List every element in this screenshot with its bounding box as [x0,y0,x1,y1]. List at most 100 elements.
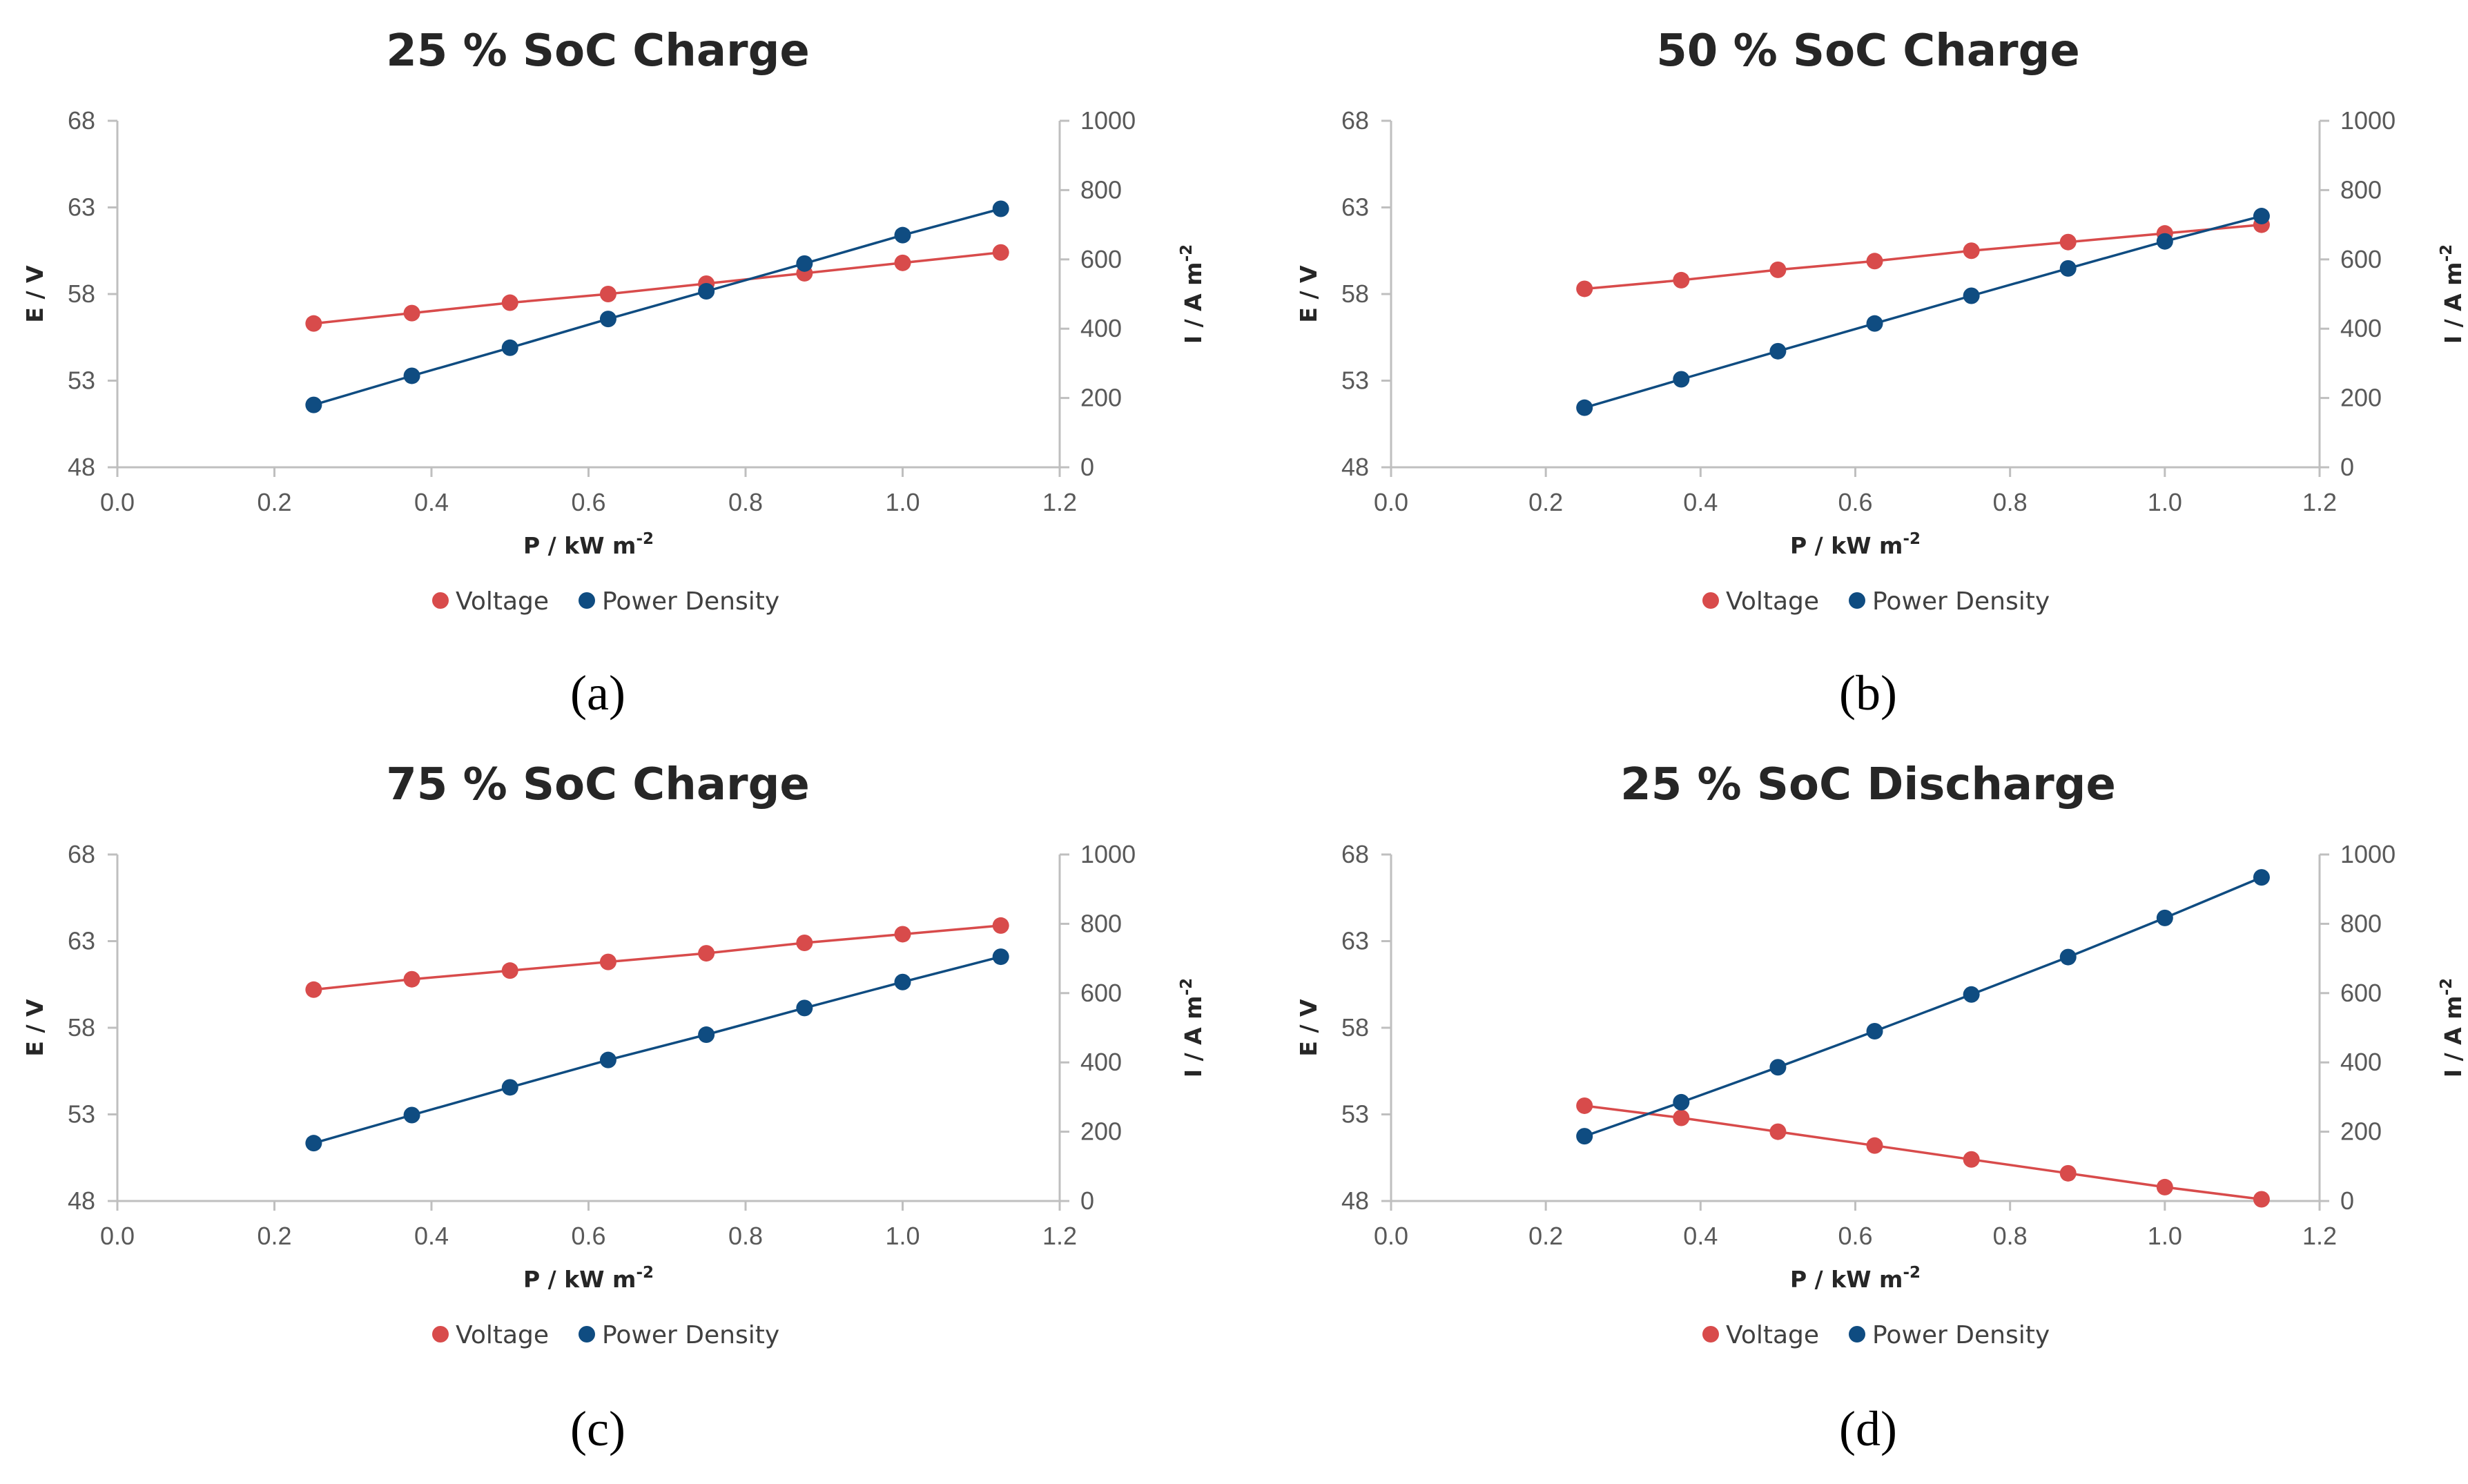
y-tick-label: 53 [68,367,95,395]
series-voltage [1576,216,2270,297]
data-point [1866,253,1883,270]
legend-marker [432,592,449,609]
series-power-density [305,948,1009,1152]
data-point [403,1106,420,1124]
y-tick-label: 58 [68,1013,95,1042]
chart-panel-2: 50 % SoC Charge 48 53 58 63 68 0 200 400 600 800 10… [1295,26,2467,721]
data-point [2156,233,2173,250]
y2-tick-label: 0 [2340,1187,2354,1215]
y2-tick-label: 400 [1080,1048,1122,1076]
y2-tick-label: 200 [2340,384,2382,412]
y2-tick-label: 1000 [2340,106,2396,135]
series-voltage [1576,1097,2270,1208]
data-point [1769,1123,1787,1140]
data-point [1769,1059,1787,1076]
y-tick-label: 68 [68,106,95,135]
legend-marker [579,592,595,609]
x-tick-label: 1.2 [1042,1222,1077,1250]
data-point [698,1026,715,1044]
data-point [1866,1137,1883,1154]
x-tick-label: 0.4 [1683,1222,1718,1250]
y2-tick-label: 0 [1080,1187,1094,1215]
y-tick-label: 58 [1341,280,1369,308]
y2-tick-label: 800 [1080,909,1122,937]
x-axis-label-text: P / kW m [1790,1266,1903,1293]
data-point [992,948,1009,966]
data-point [2156,1178,2173,1195]
data-point [1673,1109,1690,1126]
x-tick-label: 0.8 [728,488,763,516]
legend-marker [1702,1326,1719,1343]
x-tick-label: 1.0 [2148,488,2182,516]
y2-axis-label: I / A m-2 [2438,978,2467,1077]
y2-axis-label-superscript: -2 [2438,978,2456,996]
x-tick-label: 0.6 [1838,1222,1872,1250]
chart-panel-4: 25 % SoC Discharge 48 53 58 63 68 0 200 400 600 80… [1295,759,2467,1456]
x-tick-label: 1.2 [2302,1222,2337,1250]
chart-title: 50 % SoC Charge [1656,26,2080,77]
data-point [1963,242,1980,260]
legend-label: Voltage [1726,587,1819,616]
panel-caption: (a) [570,665,625,721]
x-axis-label-text: P / kW m [523,532,636,559]
y2-tick-label: 200 [1080,384,1122,412]
series-line [313,924,1001,991]
series-line [313,251,1001,325]
data-point [1576,1128,1593,1145]
y2-axis-label-superscript: -2 [1178,978,1196,996]
panel-caption: (c) [570,1401,625,1456]
legend-label: Power Density [1872,587,2050,616]
data-point [2059,948,2077,966]
x-tick-label: 1.0 [2148,1222,2182,1250]
y-tick-label: 53 [1341,367,1369,395]
x-axis-label: P / kW m-2 [1790,530,1921,559]
y2-tick-label: 600 [1080,979,1122,1007]
x-tick-label: 1.0 [885,1222,920,1250]
x-tick-label: 0.6 [1838,488,1872,516]
data-point [1673,371,1690,388]
data-point [698,282,715,300]
legend-marker [1849,1326,1865,1343]
data-point [599,1051,616,1068]
y2-axis-label-superscript: -2 [2438,244,2456,262]
x-tick-label: 0.0 [100,1222,135,1250]
x-tick-label: 0.2 [1528,488,1563,516]
x-axis-label-superscript: -2 [1903,1264,1921,1282]
y2-axis-label-text: I / A m [1180,262,1207,344]
y2-axis-label: I / A m-2 [2438,244,2467,344]
data-point [305,1135,322,1152]
x-tick-label: 1.2 [2302,488,2337,516]
series-line [1584,223,2262,291]
y2-tick-label: 400 [2340,314,2382,342]
x-tick-label: 0.4 [414,488,449,516]
data-point [305,981,322,998]
y-tick-label: 68 [1341,106,1369,135]
legend-marker [579,1326,595,1343]
data-point [796,255,813,272]
x-tick-label: 0.4 [1683,488,1718,516]
x-tick-label: 0.2 [1528,1222,1563,1250]
x-axis-label-superscript: -2 [636,530,654,548]
x-tick-label: 0.0 [100,488,135,516]
series-line [1584,215,2262,409]
data-point [2156,909,2173,926]
y-tick-label: 63 [68,927,95,955]
y-tick-label: 63 [1341,193,1369,222]
data-point [1576,280,1593,297]
data-point [1963,287,1980,304]
data-point [501,1079,518,1096]
data-point [894,254,911,271]
y-tick-label: 48 [68,1187,95,1215]
y2-tick-label: 0 [1080,453,1094,481]
y2-tick-label: 1000 [1080,840,1136,868]
y2-tick-label: 800 [2340,909,2382,937]
y-axis-label: E / V [21,265,48,323]
data-point [403,367,420,384]
series-line [1584,1104,2262,1201]
legend-marker [1849,592,1865,609]
legend-label: Voltage [1726,1321,1819,1349]
series-line [1584,876,2262,1138]
x-axis-label: P / kW m-2 [523,530,654,559]
y2-tick-label: 600 [1080,245,1122,273]
